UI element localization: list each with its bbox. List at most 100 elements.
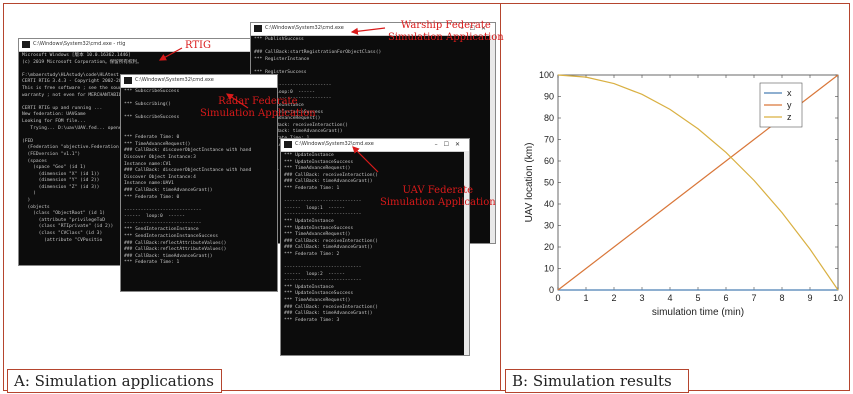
x-axis-label: simulation time (min) <box>652 307 744 318</box>
uav-console-window[interactable]: C:\Windows\System32\cmd.exe –☐✕ *** Upda… <box>280 138 470 356</box>
console-line: *** SubscribeSuccess <box>124 115 180 121</box>
console-line: ### CallBack:startRegistrationForObjectC… <box>254 50 382 56</box>
radar-console-window[interactable]: C:\Windows\System32\cmd.exe *** Subscrib… <box>120 74 278 292</box>
console-line: ### CallBack: timeAdvanceGrant() <box>254 129 343 135</box>
x-tick-label: 5 <box>695 293 700 303</box>
console-line: ---------------------------- <box>124 207 202 213</box>
console-line: (FEDversion "v1.1") <box>22 151 81 157</box>
console-line: (objects <box>22 204 50 210</box>
console-line: *** Federate Time: 3 <box>284 317 340 323</box>
console-line <box>124 201 274 208</box>
console-line: New federation: UAVGame <box>22 112 86 118</box>
console-line: *** UpdateInstance <box>284 284 334 290</box>
console-line: *** Federate Time: 0 <box>124 135 180 141</box>
console-line: CERTI RTIG 3.4.3 - Copyright 2002-20 <box>22 79 122 85</box>
window-title: C:\Windows\System32\cmd.exe <box>265 25 344 31</box>
label-rtig: RTIG <box>185 40 211 51</box>
figure-frame <box>3 3 850 391</box>
vertical-scrollbar[interactable] <box>490 35 495 243</box>
console-line: ### CallBack:reflectAttributeValues() <box>124 240 227 246</box>
x-tick-label: 7 <box>751 293 756 303</box>
console-line: (attribute "privilegeToD <box>22 217 105 223</box>
console-line: *** PublishSuccess <box>254 37 304 42</box>
y-tick-label: 40 <box>544 199 554 209</box>
y-tick-label: 100 <box>539 70 554 80</box>
console-icon <box>284 141 292 148</box>
console-line: *** SubscribeSuccess <box>124 89 180 94</box>
console-line: ---------------------------- <box>284 212 362 218</box>
window-title: C:\Windows\System32\cmd.exe <box>295 141 374 147</box>
label-radar: Radar Federate Simulation Application <box>200 96 316 120</box>
console-icon <box>254 25 262 32</box>
console-line: ### CallBack: timeAdvanceGrant() <box>284 311 373 317</box>
console-line: *** UpdateInstance <box>284 218 334 224</box>
x-tick-label: 9 <box>807 293 812 303</box>
caption-b: B: Simulation results <box>505 369 689 393</box>
y-tick-label: 10 <box>544 264 554 274</box>
console-line: *** UpdateInstanceSuccess <box>284 291 354 297</box>
console-line: ---------------------------- <box>124 220 202 226</box>
x-tick-label: 0 <box>555 293 560 303</box>
console-output: *** SubscribeSuccess *** Subscribing() *… <box>121 88 277 268</box>
console-line: *** UpdateInstance <box>284 153 334 158</box>
title-bar[interactable]: C:\Windows\System32\cmd.exe <box>121 75 277 88</box>
label-line: UAV Federate <box>402 185 474 196</box>
window-controls[interactable]: –☐✕ <box>460 25 492 32</box>
console-line: (space "Geo" (id 1) <box>22 165 86 171</box>
console-line: ---------------------------- <box>284 278 362 284</box>
console-line: Discover Object Instance:4 <box>124 174 196 180</box>
y-tick-label: 20 <box>544 242 554 252</box>
console-line: *** Subscribing() <box>124 102 172 108</box>
console-line: (dimension "X" (id 1)) <box>22 171 100 177</box>
y-tick-label: 0 <box>549 285 554 295</box>
label-line: Radar Federate <box>218 96 298 107</box>
console-line: (class "RTIprivate" (id 2)) <box>22 224 114 230</box>
y-tick-label: 80 <box>544 113 554 123</box>
window-controls[interactable]: –☐✕ <box>434 141 466 148</box>
console-line: (dimension "Y" (id 2)) <box>22 178 100 184</box>
label-line: Simulation Application <box>388 32 504 43</box>
console-line: *** UpdateInstanceSuccess <box>284 159 354 165</box>
title-bar[interactable]: C:\Windows\System32\cmd.exe –☐✕ <box>281 139 469 152</box>
y-tick-label: 60 <box>544 156 554 166</box>
console-output: *** UpdateInstance *** UpdateInstanceSucc… <box>281 152 469 325</box>
x-tick-label: 2 <box>611 293 616 303</box>
console-line: ### CallBack: timeAdvanceGrant() <box>124 187 213 193</box>
vertical-scrollbar[interactable] <box>464 151 469 355</box>
console-line: (c) 2019 Microsoft Corporation。保留所有权利。 <box>22 59 142 65</box>
console-line: *** TimeAdvanceRequest() <box>124 141 191 147</box>
console-line: Discover Object Instance:3 <box>124 154 196 160</box>
label-line: Simulation Application <box>380 197 496 208</box>
console-line: ---------------------------- <box>254 96 332 102</box>
label-warship: Warship Federate Simulation Application <box>388 20 504 44</box>
console-line: Looking for FOM file... <box>22 118 86 124</box>
console-line: (attribute "CVPositio <box>22 237 103 243</box>
legend-label-y: y <box>787 100 792 110</box>
console-line: Microsoft Windows [版本 10.0.16362.1446] <box>22 53 131 58</box>
label-line: Simulation Application <box>200 108 316 119</box>
console-line: ------ loop:0 ------ <box>124 214 185 220</box>
console-line: ) <box>22 198 31 204</box>
console-line <box>254 77 492 84</box>
console-line: ---------------------------- <box>284 199 362 205</box>
legend-label-z: z <box>787 112 792 122</box>
y-tick-label: 70 <box>544 135 554 145</box>
console-line: ) <box>22 191 36 197</box>
console-line: (class "CVClass" (id 3) <box>22 231 103 237</box>
y-tick-label: 90 <box>544 92 554 102</box>
console-line: *** RegisterSuccess <box>254 69 307 75</box>
console-line: F:\mbaerstudy\HLAstudy\code\HLAtest <box>22 72 119 78</box>
console-line <box>124 122 274 129</box>
console-line <box>284 259 466 266</box>
window-title: C:\Windows\System32\cmd.exe <box>135 77 214 83</box>
console-line: (spaces <box>22 158 47 164</box>
title-bar[interactable]: C:\Windows\System32\cmd.exe - rtig <box>19 39 267 52</box>
panel-divider <box>500 3 501 391</box>
console-line: CERTI RTIG up and running ... <box>22 105 103 111</box>
console-line: ### CallBack: receiveInteraction() <box>284 304 379 310</box>
window-title: C:\Windows\System32\cmd.exe - rtig <box>33 41 126 47</box>
console-line: (Federation "objective.Federation <box>22 145 119 151</box>
console-icon <box>124 77 132 84</box>
console-line: warranty ; not even for MERCHANTABIL <box>22 92 122 98</box>
y-tick-label: 30 <box>544 221 554 231</box>
